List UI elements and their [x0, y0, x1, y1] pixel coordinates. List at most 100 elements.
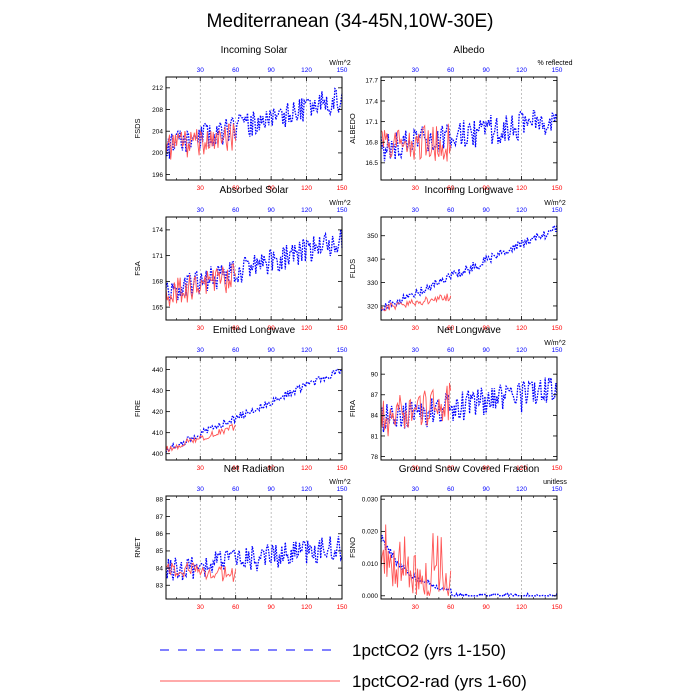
x-tick-label-bottom: 60: [232, 604, 240, 611]
x-tick-label-top: 60: [232, 486, 240, 493]
series-line-1pctco2: [165, 229, 343, 302]
plot-frame: [165, 356, 343, 461]
y-tick-label: 88: [156, 497, 164, 504]
plot-frame: [165, 76, 343, 181]
series-line-1pctco2-rad: [380, 382, 452, 437]
x-tick-label-top: 120: [516, 347, 527, 354]
x-tick-label-bottom: 30: [412, 604, 420, 611]
x-tick-label-top: 30: [412, 67, 420, 74]
panel-fsds: Incoming Solar W/m^2 FSDS 196 200 204 208 212 30…: [133, 45, 351, 192]
figure-title: Mediterranean (34-45N,10W-30E): [207, 11, 494, 32]
x-tick-label-bottom: 150: [337, 604, 348, 611]
panel-unit: % reflected: [537, 60, 572, 67]
x-tick-label-top: 60: [232, 67, 240, 74]
y-axis-label: FIRA: [348, 400, 357, 417]
y-tick-label: 81: [371, 433, 379, 440]
y-tick-label: 204: [152, 129, 163, 136]
x-tick-label-bottom: 30: [197, 604, 205, 611]
series-line-1pctco2: [380, 109, 558, 162]
panel-title: Absorbed Solar: [220, 185, 290, 196]
plot-frame: [380, 356, 558, 461]
y-axis-label: FIRE: [133, 400, 142, 417]
panels: Incoming Solar W/m^2 FSDS 196 200 204 208 212 30…: [133, 45, 573, 611]
y-tick-label: 340: [367, 256, 378, 263]
y-tick-label: 350: [367, 233, 378, 240]
x-tick-label-bottom: 90: [268, 325, 276, 332]
x-tick-label-top: 30: [412, 486, 420, 493]
y-tick-label: 208: [152, 107, 163, 114]
panel-rnet: Net Radiation W/m^2 RNET 83 84 85 86 87 88 30 60 90…: [133, 464, 351, 611]
series-line-1pctco2-rad: [165, 263, 237, 307]
y-tick-label: 17.7: [365, 78, 378, 85]
x-tick-label-bottom: 120: [516, 465, 527, 472]
y-tick-label: 410: [152, 430, 163, 437]
series-line-1pctco2: [165, 368, 343, 453]
y-tick-label: 87: [371, 392, 379, 399]
y-tick-label: 78: [371, 454, 379, 461]
x-tick-label-bottom: 150: [552, 185, 563, 192]
x-tick-label-bottom: 120: [301, 325, 312, 332]
panel-title: Incoming Longwave: [425, 185, 514, 196]
x-tick-label-top: 120: [301, 207, 312, 214]
x-tick-label-bottom: 90: [268, 604, 276, 611]
x-tick-label-bottom: 30: [412, 325, 420, 332]
y-tick-label: 320: [367, 303, 378, 310]
panel-unit: W/m^2: [329, 200, 351, 207]
x-tick-label-top: 150: [552, 486, 563, 493]
x-tick-label-bottom: 150: [552, 325, 563, 332]
y-tick-label: 0.020: [362, 529, 379, 536]
x-tick-label-top: 120: [516, 207, 527, 214]
series-line-1pctco2-rad: [165, 423, 237, 453]
panel-title: Net Longwave: [437, 325, 501, 336]
x-tick-label-bottom: 30: [197, 465, 205, 472]
y-axis-label: FSDS: [133, 118, 142, 138]
x-tick-label-top: 30: [197, 207, 205, 214]
x-tick-label-top: 120: [516, 67, 527, 74]
x-tick-label-top: 90: [483, 207, 491, 214]
panel-title: Emitted Longwave: [213, 325, 296, 336]
y-tick-label: 174: [152, 227, 163, 234]
x-tick-label-top: 30: [197, 486, 205, 493]
x-tick-label-bottom: 150: [337, 325, 348, 332]
y-tick-label: 87: [156, 514, 164, 521]
y-tick-label: 440: [152, 367, 163, 374]
panel-title: Incoming Solar: [221, 45, 288, 56]
panel-unit: W/m^2: [329, 60, 351, 67]
x-tick-label-top: 150: [337, 347, 348, 354]
x-tick-label-bottom: 90: [483, 465, 491, 472]
y-axis-label: RNET: [133, 537, 142, 558]
x-tick-label-bottom: 120: [516, 604, 527, 611]
series-line-1pctco2: [380, 377, 558, 433]
series-line-1pctco2: [380, 224, 558, 313]
x-tick-label-top: 60: [447, 486, 455, 493]
y-tick-label: 400: [152, 451, 163, 458]
x-tick-label-bottom: 60: [447, 604, 455, 611]
x-tick-label-bottom: 150: [337, 465, 348, 472]
x-tick-label-top: 90: [483, 67, 491, 74]
panel-title: Ground Snow Covered Fraction: [399, 464, 540, 475]
x-tick-label-top: 150: [337, 486, 348, 493]
x-tick-label-top: 60: [447, 207, 455, 214]
x-tick-label-top: 60: [232, 347, 240, 354]
legend: 1pctCO2 (yrs 1-150) 1pctCO2-rad (yrs 1-6…: [160, 641, 527, 691]
x-tick-label-top: 150: [552, 67, 563, 74]
series-line-1pctco2-rad: [165, 123, 237, 160]
x-tick-label-bottom: 90: [268, 185, 276, 192]
panel-fira: Net Longwave W/m^2 FIRA 78 81 84 87 90 30 60 90 120…: [348, 325, 566, 472]
y-tick-label: 90: [371, 371, 379, 378]
x-tick-label-top: 90: [268, 67, 276, 74]
panel-unit: W/m^2: [544, 340, 566, 347]
x-tick-label-bottom: 60: [232, 185, 240, 192]
y-tick-label: 165: [152, 304, 163, 311]
panel-fire: Emitted Longwave FIRE 400 410 420 430 440 30 60 9…: [133, 325, 348, 472]
y-tick-label: 430: [152, 388, 163, 395]
y-axis-label: ALBEDO: [348, 113, 357, 144]
x-tick-label-bottom: 90: [483, 604, 491, 611]
x-tick-label-top: 150: [552, 347, 563, 354]
x-tick-label-bottom: 150: [337, 185, 348, 192]
x-tick-label-top: 30: [197, 67, 205, 74]
x-tick-label-top: 30: [412, 347, 420, 354]
series-line-1pctco2-rad: [165, 561, 237, 582]
x-tick-label-top: 30: [197, 347, 205, 354]
